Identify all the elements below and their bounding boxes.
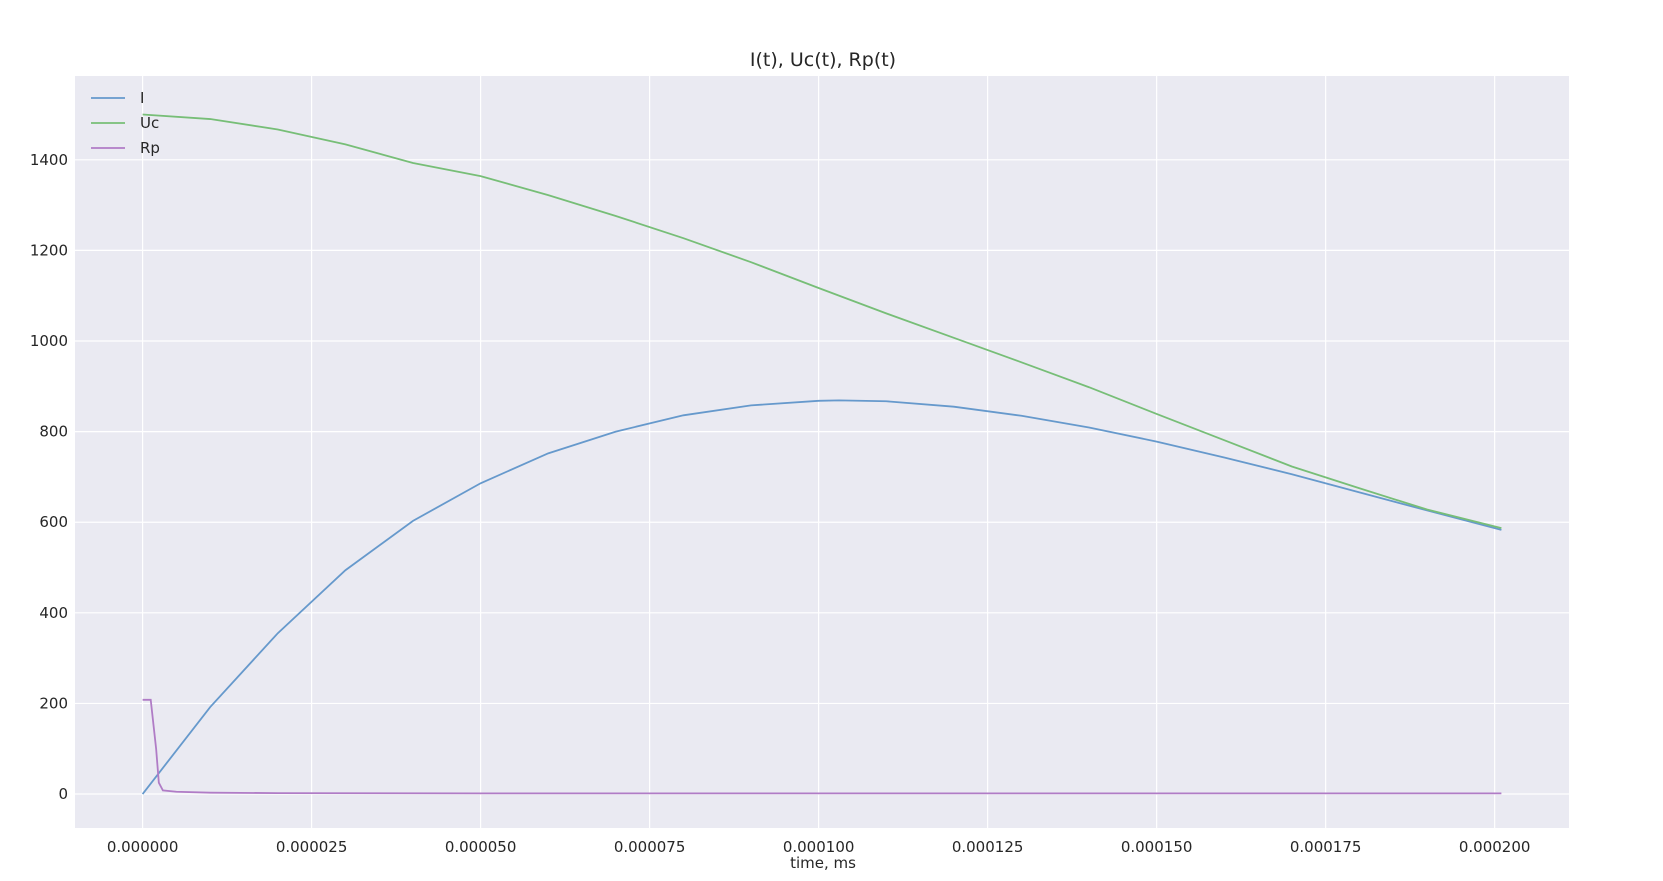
y-tick-label: 400	[39, 604, 68, 622]
y-tick-label: 0	[58, 785, 68, 803]
y-tick-label: 600	[39, 513, 68, 531]
x-axis-ticks: 0.000000 0.000025 0.000050 0.000075 0.000100…	[107, 838, 1531, 856]
x-tick-label: 0.000100	[783, 838, 855, 856]
y-tick-label: 800	[39, 423, 68, 441]
x-tick-label: 0.000200	[1459, 838, 1531, 856]
y-tick-label: 1200	[30, 241, 68, 259]
series-line-uc	[142, 113, 1502, 529]
legend-label-uc: Uc	[140, 114, 159, 132]
legend-label-i: I	[140, 89, 144, 107]
x-tick-label: 0.000125	[952, 838, 1024, 856]
y-tick-label: 1000	[30, 332, 68, 350]
legend-label-rp: Rp	[140, 139, 160, 157]
series-lines	[141, 113, 1502, 795]
chart-title: I(t), Uc(t), Rp(t)	[750, 49, 896, 71]
x-tick-label: 0.000025	[276, 838, 348, 856]
y-tick-label: 200	[39, 694, 68, 712]
y-tick-label: 1400	[30, 151, 68, 169]
x-tick-label: 0.000075	[614, 838, 686, 856]
x-tick-label: 0.000050	[445, 838, 517, 856]
x-tick-label: 0.000175	[1290, 838, 1362, 856]
plot-area	[75, 76, 1569, 828]
x-tick-label: 0.000000	[107, 838, 179, 856]
x-axis-label: time, ms	[790, 854, 856, 872]
legend: I Uc Rp	[91, 89, 160, 157]
y-axis-ticks: 0 200 400 600 800 1000 1200 1400	[30, 151, 68, 803]
series-line-i	[141, 399, 1502, 795]
series-line-rp	[142, 698, 1502, 795]
x-tick-label: 0.000150	[1121, 838, 1193, 856]
